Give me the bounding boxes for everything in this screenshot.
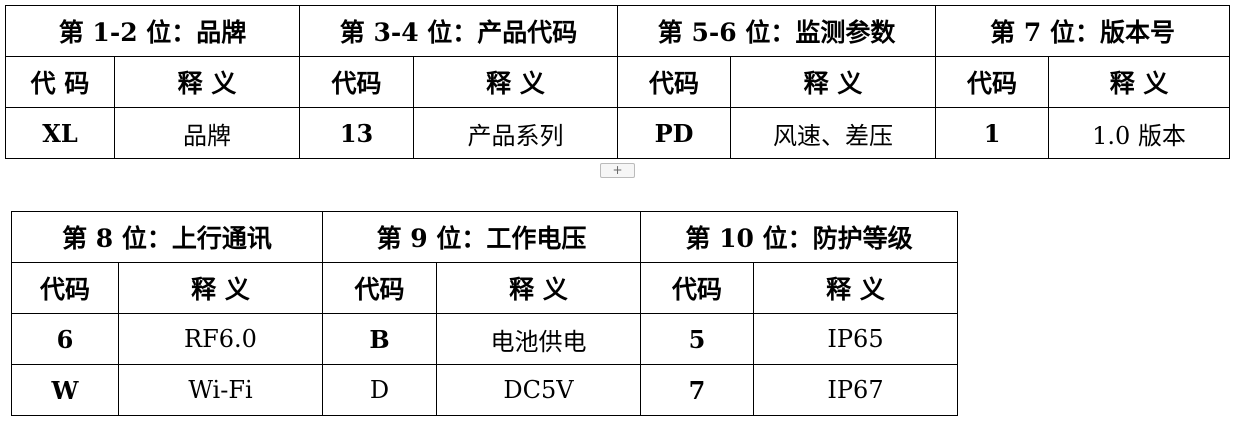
code-header: 代码 [617,56,732,108]
code-cell: 5 [640,313,754,365]
code-cell: XL [5,107,115,159]
code-cell: PD [617,107,732,159]
table-row: XL 品牌 13 产品系列 PD 风速、差压 1 1.0 版本 [5,107,1231,159]
group-header: 第 10 位：防护等级 [639,211,959,263]
meaning-cell: Wi-Fi [118,364,323,416]
add-row-button[interactable]: + [600,163,635,178]
meaning-cell: IP67 [752,364,959,416]
meaning-cell: 品牌 [113,107,301,159]
meaning-cell: 产品系列 [413,107,619,159]
code-header: 代码 [935,56,1050,108]
group-header: 第 9 位：工作电压 [322,211,641,263]
meaning-cell: 电池供电 [436,313,641,365]
code-header: 代码 [640,262,754,314]
table-row: 6 RF6.0 B 电池供电 5 IP65 [11,313,959,365]
meaning-cell: 风速、差压 [730,107,937,159]
encoding-table-1: 第 1-2 位：品牌 第 3-4 位：产品代码 第 5-6 位：监测参数 第 7… [4,5,1231,159]
group-header: 第 3-4 位：产品代码 [299,5,619,57]
group-header: 第 8 位：上行通讯 [11,211,323,263]
meaning-header: 释 义 [752,262,959,314]
meaning-header: 释 义 [1048,56,1231,108]
code-header: 代码 [11,262,119,314]
code-cell: 7 [640,364,754,416]
group-header: 第 7 位：版本号 [935,5,1231,57]
meaning-cell: 1.0 版本 [1048,107,1231,159]
group-header: 第 1-2 位：品牌 [4,5,301,57]
code-header: 代 码 [5,56,115,108]
code-header: 代码 [299,56,415,108]
meaning-cell: IP65 [752,313,959,365]
code-cell: B [322,313,437,365]
code-cell: 1 [935,107,1050,159]
meaning-header: 释 义 [118,262,323,314]
code-cell: 6 [11,313,119,365]
code-cell: W [11,364,119,416]
table-row: W Wi-Fi D DC5V 7 IP67 [11,364,959,416]
meaning-header: 释 义 [436,262,641,314]
meaning-header: 释 义 [413,56,619,108]
encoding-table-2: 第 8 位：上行通讯 第 9 位：工作电压 第 10 位：防护等级 代码 释 义… [11,211,959,416]
meaning-cell: DC5V [436,364,641,416]
meaning-header: 释 义 [113,56,301,108]
meaning-header: 释 义 [730,56,937,108]
group-header: 第 5-6 位：监测参数 [617,5,937,57]
code-cell: D [322,364,437,416]
code-header: 代码 [322,262,437,314]
meaning-cell: RF6.0 [118,313,323,365]
code-cell: 13 [299,107,415,159]
